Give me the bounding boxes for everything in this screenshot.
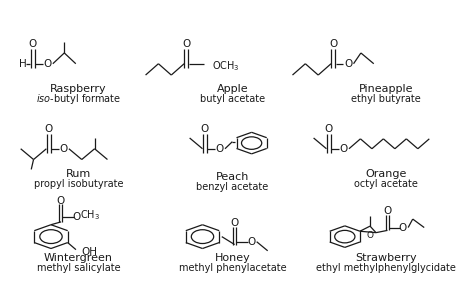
Text: H: H <box>18 59 27 69</box>
Text: O: O <box>57 196 65 205</box>
Text: O: O <box>329 39 337 49</box>
Text: Wintergreen: Wintergreen <box>44 253 113 263</box>
Text: Peach: Peach <box>216 172 249 182</box>
Text: Rum: Rum <box>66 169 91 179</box>
Text: O: O <box>201 124 209 134</box>
Text: octyl acetate: octyl acetate <box>354 179 418 189</box>
Text: Pineapple: Pineapple <box>359 84 413 94</box>
Text: ethyl methylphenylglycidate: ethyl methylphenylglycidate <box>316 263 456 273</box>
Text: ethyl butyrate: ethyl butyrate <box>351 94 421 104</box>
Text: O: O <box>215 144 224 154</box>
Text: propyl isobutyrate: propyl isobutyrate <box>34 179 123 189</box>
Text: O: O <box>45 124 53 134</box>
Text: O: O <box>399 223 407 233</box>
Text: Strawberry: Strawberry <box>356 253 417 263</box>
Text: butyl acetate: butyl acetate <box>200 94 265 104</box>
Text: O: O <box>59 144 67 154</box>
Text: O: O <box>366 231 373 240</box>
Text: O: O <box>230 218 238 228</box>
Text: O: O <box>72 212 81 222</box>
Text: Orange: Orange <box>365 169 407 179</box>
Text: methyl salicylate: methyl salicylate <box>36 263 120 273</box>
Text: OCH$_3$: OCH$_3$ <box>212 59 239 73</box>
Text: O: O <box>325 124 333 134</box>
Text: O: O <box>383 206 392 216</box>
Text: O: O <box>344 59 352 69</box>
Text: O: O <box>339 144 347 154</box>
Text: O: O <box>43 59 52 69</box>
Text: O: O <box>28 39 37 49</box>
Text: $\it{iso}$-butyl formate: $\it{iso}$-butyl formate <box>36 92 121 106</box>
Text: benzyl acetate: benzyl acetate <box>196 182 268 192</box>
Text: Honey: Honey <box>214 253 250 263</box>
Text: CH$_3$: CH$_3$ <box>80 208 100 222</box>
Text: methyl phenylacetate: methyl phenylacetate <box>179 263 286 273</box>
Text: OH: OH <box>82 247 98 257</box>
Text: Apple: Apple <box>217 84 248 94</box>
Text: O: O <box>182 39 191 49</box>
Text: O: O <box>247 237 256 247</box>
Text: Raspberry: Raspberry <box>50 84 107 94</box>
